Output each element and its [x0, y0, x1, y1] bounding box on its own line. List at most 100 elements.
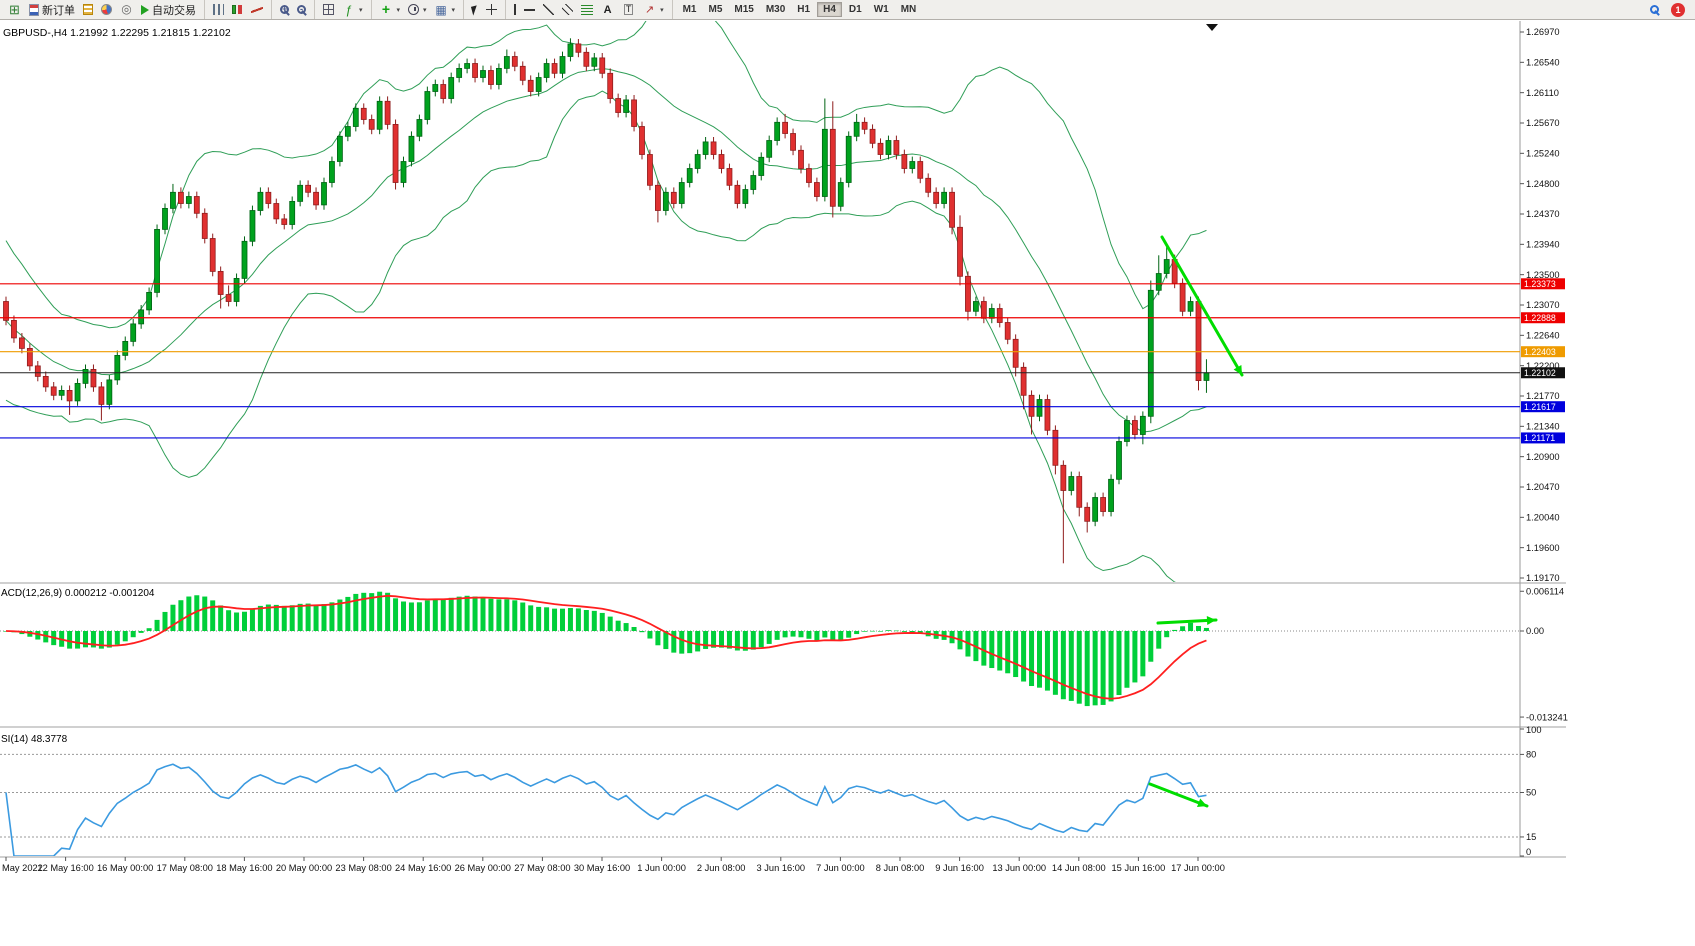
svg-text:0.006114: 0.006114	[1526, 586, 1564, 596]
periods-button[interactable]: ▾	[404, 1, 431, 19]
market-watch-icon	[83, 4, 93, 15]
navigator-button[interactable]	[116, 1, 137, 19]
rsi-axis: 100 80 50 15 0	[1520, 725, 1542, 857]
svg-text:16 May 00:00: 16 May 00:00	[97, 863, 153, 873]
autotrading-label: 自动交易	[152, 4, 196, 17]
zoom-out-button[interactable]	[293, 1, 310, 19]
chart-shift-marker	[1206, 24, 1218, 31]
new-chart-button[interactable]	[4, 1, 25, 19]
annotations	[1148, 235, 1244, 808]
candlestick-chart-icon	[232, 5, 236, 14]
toolbar-group-6: ▾	[505, 0, 668, 19]
tile-windows-icon	[323, 4, 334, 15]
profiles-icon	[101, 4, 112, 15]
timeframe-d1-button[interactable]: D1	[848, 4, 862, 15]
tile-windows-button[interactable]	[319, 1, 338, 19]
arrows-button[interactable]: ▾	[639, 1, 668, 19]
new-order-button[interactable]: 新订单	[25, 1, 79, 19]
trendline-icon	[543, 4, 555, 15]
autotrading-button[interactable]: 自动交易	[137, 1, 200, 19]
chart-area[interactable]: 1.26970 1.26540 1.26110 1.25670 1.25240 1.248…	[0, 21, 1695, 946]
chart-profiles-button[interactable]	[97, 1, 116, 19]
text-a-icon	[601, 3, 614, 16]
timeframe-h1-button[interactable]: H1	[797, 4, 811, 15]
dropdown-caret-icon: ▾	[396, 6, 401, 14]
svg-text:1.23070: 1.23070	[1526, 300, 1560, 310]
zoom-in-button[interactable]	[276, 1, 293, 19]
indicators-button[interactable]: ▾	[338, 1, 367, 19]
green-plus-icon	[380, 3, 393, 16]
channel-button[interactable]	[558, 1, 577, 19]
timeframe-w1-button[interactable]: W1	[873, 4, 889, 15]
svg-text:17 Jun 00:00: 17 Jun 00:00	[1171, 863, 1225, 873]
panel-separators	[0, 582, 1566, 858]
svg-text:1.22640: 1.22640	[1526, 331, 1560, 341]
candles	[3, 38, 1210, 564]
horizontal-line-icon	[524, 8, 536, 11]
timeframe-m30-button[interactable]: M30	[765, 4, 786, 15]
svg-text:1 Jun 00:00: 1 Jun 00:00	[637, 863, 686, 873]
svg-text:1.23500: 1.23500	[1526, 270, 1560, 280]
svg-text:1.23940: 1.23940	[1526, 240, 1560, 250]
timeframe-mn-button[interactable]: MN	[900, 4, 917, 15]
svg-text:1.24800: 1.24800	[1526, 179, 1560, 189]
dropdown-caret-icon: ▾	[359, 6, 363, 14]
market-watch-button[interactable]	[79, 1, 97, 19]
notification-badge[interactable]: 1	[1671, 2, 1685, 17]
svg-text:2 Jun 08:00: 2 Jun 08:00	[697, 863, 746, 873]
new-order-icon	[29, 3, 39, 16]
rsi-panel	[0, 753, 1520, 856]
macd-axis: 0.006114 0.00 -0.013241	[1520, 586, 1568, 722]
svg-text:27 May 08:00: 27 May 08:00	[514, 863, 570, 873]
svg-text:1.20900: 1.20900	[1526, 452, 1560, 462]
text-button[interactable]	[597, 1, 618, 19]
svg-text:1.25240: 1.25240	[1526, 149, 1560, 159]
trendline-button[interactable]	[539, 1, 558, 19]
svg-text:18 May 16:00: 18 May 16:00	[216, 863, 272, 873]
macd-panel	[0, 591, 1520, 707]
svg-text:24 May 16:00: 24 May 16:00	[395, 863, 451, 873]
crosshair-button[interactable]	[482, 1, 501, 19]
chart-candles-button[interactable]	[228, 1, 247, 19]
chart-bars-button[interactable]	[209, 1, 228, 19]
rsi-label: SI(14) 48.3778	[1, 734, 68, 745]
macd-label: ACD(12,26,9) 0.000212 -0.001204	[1, 588, 155, 599]
vertical-line-button[interactable]	[510, 1, 520, 19]
cursor-icon	[471, 5, 480, 16]
timeframe-m5-button[interactable]: M5	[708, 4, 723, 15]
template-icon	[435, 3, 448, 16]
timeframe-m15-button[interactable]: M15	[734, 4, 754, 15]
toolbar-group-2	[271, 0, 310, 19]
fibonacci-button[interactable]	[577, 1, 597, 19]
horizontal-line-button[interactable]	[520, 1, 539, 19]
timeframe-m1-button[interactable]: M1	[682, 4, 697, 15]
svg-text:1.24370: 1.24370	[1526, 209, 1560, 219]
cursor-button[interactable]	[468, 1, 482, 19]
svg-text:80: 80	[1526, 750, 1536, 760]
timeframe-h4-button[interactable]: H4	[817, 2, 842, 17]
add-indicator-button[interactable]: ▾	[376, 1, 405, 19]
svg-text:1.21340: 1.21340	[1526, 422, 1560, 432]
price-axis: 1.26970 1.26540 1.26110 1.25670 1.25240 1.248…	[1519, 21, 1560, 857]
svg-text:13 Jun 00:00: 13 Jun 00:00	[992, 863, 1046, 873]
toolbar-group-0: 新订单 自动交易	[4, 0, 200, 19]
svg-text:1.22403: 1.22403	[1524, 347, 1556, 357]
channel-icon	[562, 4, 574, 15]
price-badges: 1.23373 1.22888 1.22403 1.21617 1.21171 1.221…	[1521, 278, 1565, 444]
toolbar-right: 1	[1646, 1, 1691, 19]
arrows-icon	[643, 3, 656, 16]
svg-text:23 May 08:00: 23 May 08:00	[335, 863, 391, 873]
svg-text:26 May 00:00: 26 May 00:00	[455, 863, 511, 873]
svg-text:9 Jun 16:00: 9 Jun 16:00	[935, 863, 984, 873]
line-chart-icon	[251, 4, 263, 15]
timeframe-group: M1 M5 M15 M30 H1 H4 D1 W1 MN	[671, 0, 923, 19]
price-downtrend-arrow	[1160, 235, 1244, 377]
text-label-button[interactable]	[618, 1, 639, 19]
chart-line-button[interactable]	[247, 1, 267, 19]
indicators-icon	[342, 3, 355, 16]
toolbar-group-3: ▾	[314, 0, 367, 19]
templates-button[interactable]: ▾	[431, 1, 460, 19]
search-button[interactable]	[1646, 1, 1663, 19]
svg-text:30 May 16:00: 30 May 16:00	[574, 863, 630, 873]
